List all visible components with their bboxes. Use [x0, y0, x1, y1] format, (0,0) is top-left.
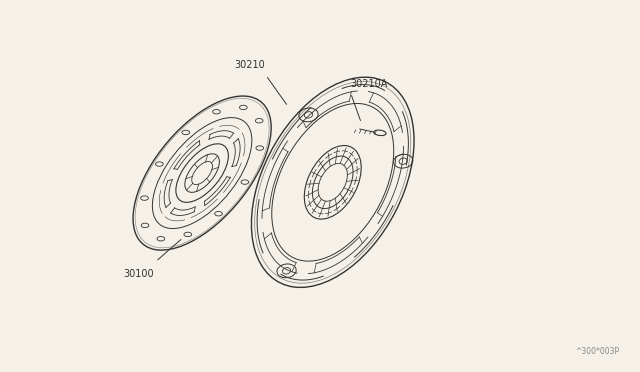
Text: 30210A: 30210A	[351, 79, 388, 89]
Text: 30210: 30210	[234, 60, 266, 70]
Text: ^300*003P: ^300*003P	[575, 347, 620, 356]
Text: 30100: 30100	[123, 269, 154, 279]
